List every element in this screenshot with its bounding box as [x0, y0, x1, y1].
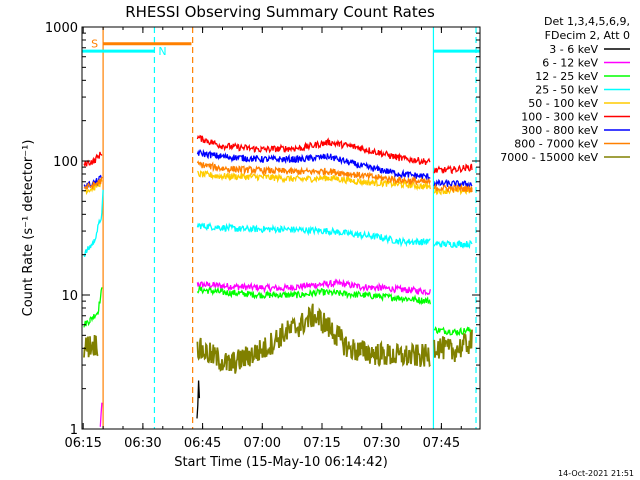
- series-line-6: [196, 134, 431, 166]
- y-axis-label: Count Rate (s⁻¹ detector⁻¹): [21, 140, 36, 317]
- saa-flag-label: S: [91, 38, 98, 51]
- series-line-3: [83, 287, 103, 328]
- night-flag-label: N: [158, 45, 166, 58]
- series-line-6: [83, 151, 103, 168]
- series-line-2: [196, 278, 431, 297]
- series-line-6: [433, 163, 473, 175]
- x-tick-label: 07:00: [244, 436, 281, 451]
- x-axis: 06:15 06:30 06:45 07:00 07:15 07:30 07:45: [64, 27, 462, 451]
- legend: Det 1,3,4,5,6,9, FDecim 2, Att 0 3 - 6 k…: [500, 15, 630, 164]
- series-line-4: [196, 221, 431, 248]
- legend-entry-label: 300 - 800 keV: [521, 124, 598, 137]
- series-layer: [83, 134, 473, 427]
- x-tick-label: 07:30: [363, 436, 400, 451]
- series-line-9: [83, 334, 99, 358]
- y-tick-label: 100: [53, 155, 78, 170]
- series-line-7: [196, 148, 431, 181]
- series-line-4: [433, 239, 473, 249]
- chart-title: RHESSI Observing Summary Count Rates: [125, 3, 435, 21]
- legend-entry-label: 6 - 12 keV: [542, 57, 598, 70]
- series-line-5: [197, 169, 431, 191]
- x-tick-label: 06:15: [64, 436, 101, 451]
- x-tick-label: 06:30: [124, 436, 161, 451]
- y-tick-label: 1000: [45, 21, 78, 36]
- series-line-1: [196, 380, 201, 419]
- footer-timestamp: 14-Oct-2021 21:51: [558, 469, 634, 478]
- legend-entry-label: 7000 - 15000 keV: [500, 151, 598, 164]
- series-line-8: [83, 176, 103, 190]
- flag-layer: SN: [82, 27, 480, 429]
- series-line-4: [83, 189, 104, 258]
- legend-entry-label: 50 - 100 keV: [528, 97, 598, 110]
- y-tick-label: 10: [61, 289, 78, 304]
- series-line-3: [433, 326, 473, 337]
- x-tick-label: 07:15: [303, 436, 340, 451]
- series-line-7: [433, 178, 473, 189]
- series-line-9: [196, 303, 431, 374]
- legend-entry-label: 25 - 50 keV: [535, 84, 598, 97]
- series-line-8: [196, 160, 431, 186]
- legend-entry-label: 100 - 300 keV: [521, 111, 598, 124]
- series-line-9: [433, 329, 473, 363]
- legend-entry-label: 12 - 25 keV: [535, 70, 598, 83]
- y-tick-label: 1: [70, 423, 78, 438]
- x-tick-label: 07:45: [423, 436, 460, 451]
- series-line-3: [196, 285, 431, 306]
- series-line-7: [83, 174, 103, 190]
- plot-frame: [81, 26, 481, 430]
- x-tick-label: 06:45: [184, 436, 221, 451]
- legend-entry-label: 800 - 7000 keV: [514, 138, 598, 151]
- series-line-8: [433, 183, 473, 193]
- y-axis: 1 10 100 1000: [45, 21, 480, 438]
- legend-entry-label: 3 - 6 keV: [549, 43, 598, 56]
- x-axis-label: Start Time (15-May-10 06:14:42): [174, 455, 388, 470]
- series-line-2: [99, 402, 103, 427]
- legend-header-line-1: Det 1,3,4,5,6,9,: [544, 15, 630, 28]
- legend-header-line-2: FDecim 2, Att 0: [545, 29, 630, 42]
